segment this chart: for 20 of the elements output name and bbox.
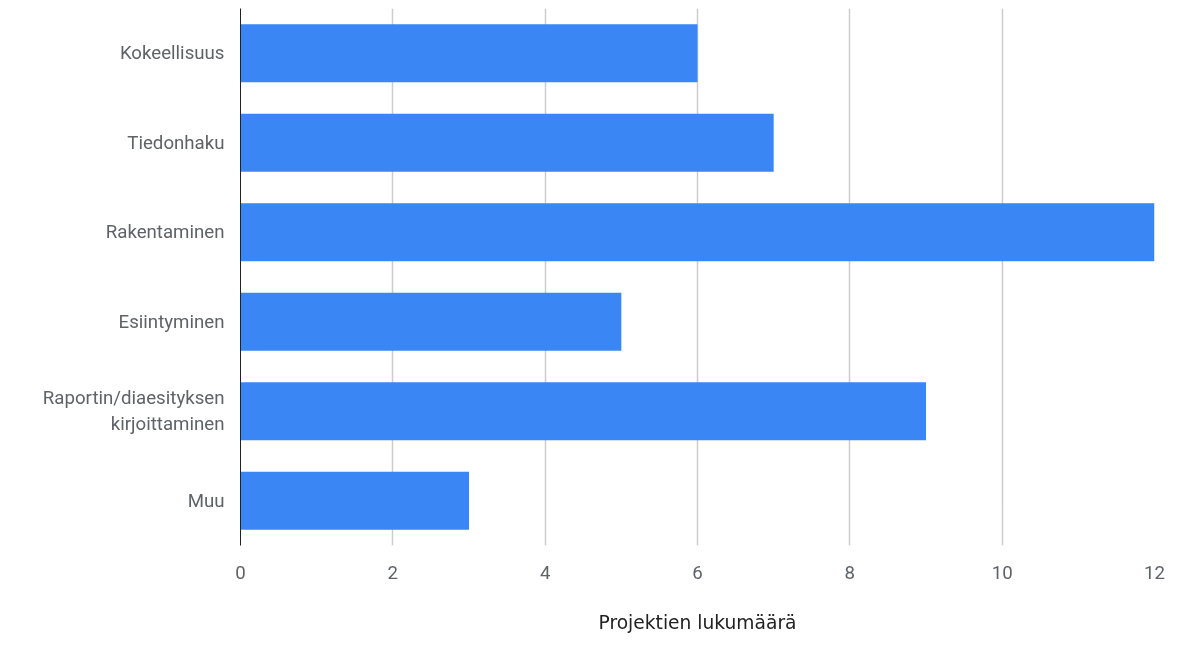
x-axis-title: Projektien lukumäärä: [598, 611, 797, 633]
y-tick-label: Muu: [187, 489, 225, 512]
x-tick-label: 4: [539, 561, 551, 584]
y-tick-label: Tiedonhaku: [127, 131, 225, 154]
x-tick-label: 10: [991, 561, 1013, 584]
x-tick-label: 12: [1144, 561, 1165, 584]
y-tick-label: Esiintyminen: [118, 310, 225, 333]
y-tick-label: Raportin/diaesityksen kirjoittaminen: [42, 387, 225, 436]
bar: [240, 471, 469, 530]
bar: [240, 203, 1155, 262]
x-tick-label: 0: [235, 561, 246, 584]
y-tick-label: Kokeellisuus: [119, 42, 225, 65]
y-tick-label: Rakentaminen: [105, 221, 225, 244]
x-tick-label: 6: [692, 561, 703, 584]
bar: [240, 113, 774, 172]
bar: [240, 292, 622, 351]
bar: [240, 382, 926, 441]
x-tick-label: 8: [844, 561, 856, 584]
x-tick-label: 2: [387, 561, 399, 584]
bar: [240, 24, 698, 83]
